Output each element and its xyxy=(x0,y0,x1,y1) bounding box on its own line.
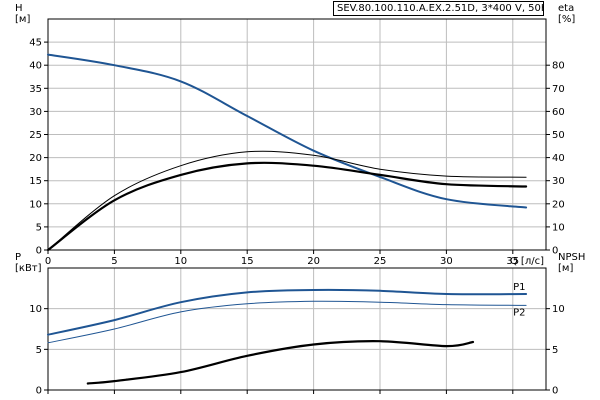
y-tick-label-right: 30 xyxy=(552,176,565,187)
y-tick-label-left: 0 xyxy=(36,246,42,257)
series-label: P2 xyxy=(513,307,525,318)
series-line-0-2 xyxy=(47,150,527,251)
y-axis-unit-left: [м] xyxy=(15,14,30,25)
y-tick-label-left: 45 xyxy=(29,38,42,49)
y-axis-unit-right: [м] xyxy=(558,263,573,274)
y-tick-label-right: 20 xyxy=(552,199,565,210)
y-tick-label-right: 50 xyxy=(552,130,565,141)
x-tick-label: 10 xyxy=(174,256,187,267)
y-axis-title-left: H xyxy=(15,3,23,14)
x-tick-label: 5 xyxy=(111,256,117,267)
series-line-0-1 xyxy=(46,161,528,252)
y-tick-label-left: 0 xyxy=(36,386,42,397)
series-line-1-2 xyxy=(86,340,475,385)
y-tick-label-left: 30 xyxy=(29,107,42,118)
series-line-0-0 xyxy=(47,53,528,209)
y-tick-label-left: 5 xyxy=(36,345,42,356)
y-tick-label-right: 0 xyxy=(552,246,558,257)
x-tick-label: 15 xyxy=(241,256,254,267)
y-tick-label-right: 10 xyxy=(552,222,565,233)
x-tick-label: 35 xyxy=(506,256,519,267)
y-tick-label-left: 10 xyxy=(29,304,42,315)
y-tick-label-left: 25 xyxy=(29,130,42,141)
y-tick-label-left: 35 xyxy=(29,84,42,95)
y-tick-label-left: 5 xyxy=(36,222,42,233)
x-tick-label: 0 xyxy=(45,256,51,267)
x-tick-label: 30 xyxy=(440,256,453,267)
x-tick-label: 25 xyxy=(374,256,387,267)
y-tick-label-right: 10 xyxy=(552,304,565,315)
model-label: SEV.80.100.110.A.EX.2.51D, 3*400 V, 50Hz xyxy=(333,1,544,16)
y-tick-label-right: 60 xyxy=(552,107,565,118)
y-tick-label-left: 10 xyxy=(29,199,42,210)
x-axis-label: Q [л/с] xyxy=(510,256,544,267)
y-axis-title-right: NPSH xyxy=(558,252,585,263)
y-axis-unit-right: [%] xyxy=(558,14,575,25)
y-axis-title-left: P xyxy=(15,252,21,263)
y-tick-label-left: 15 xyxy=(29,176,42,187)
y-tick-label-right: 5 xyxy=(552,345,558,356)
x-tick-label: 20 xyxy=(307,256,320,267)
y-tick-label-left: 20 xyxy=(29,153,42,164)
series-label: P1 xyxy=(513,282,525,293)
y-tick-label-left: 40 xyxy=(29,61,42,72)
y-tick-label-right: 70 xyxy=(552,84,565,95)
series-line-1-0 xyxy=(47,288,528,336)
y-axis-unit-left: [кВт] xyxy=(15,263,42,274)
y-tick-label-right: 0 xyxy=(552,386,558,397)
y-tick-label-right: 40 xyxy=(552,153,565,164)
y-axis-title-right: eta xyxy=(558,3,574,14)
y-tick-label-right: 80 xyxy=(552,61,565,72)
plot-frame xyxy=(47,267,547,391)
series-line-1-1 xyxy=(47,300,527,344)
